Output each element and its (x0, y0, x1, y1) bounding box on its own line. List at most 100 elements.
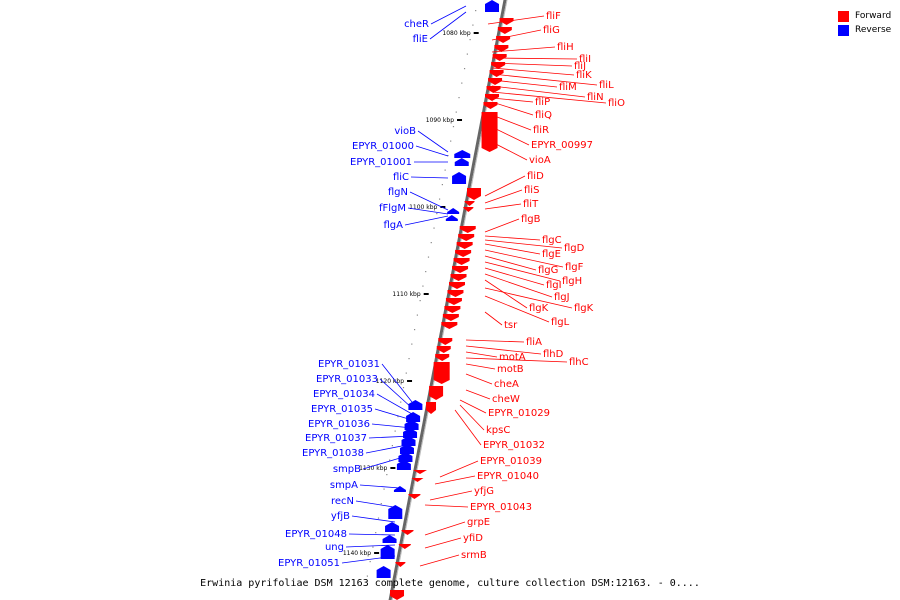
forward-gene[interactable] (488, 78, 503, 85)
forward-gene-label[interactable]: flgK (529, 303, 549, 314)
forward-gene-label[interactable]: EPYR_00997 (531, 140, 593, 151)
forward-gene[interactable] (395, 562, 406, 567)
forward-gene[interactable] (436, 346, 451, 353)
forward-gene-label[interactable]: grpE (467, 517, 490, 528)
forward-gene-label[interactable]: fliH (557, 42, 574, 53)
forward-gene[interactable] (450, 274, 467, 281)
forward-gene-label[interactable]: fliL (599, 80, 614, 91)
forward-gene-label[interactable]: motA (499, 352, 526, 363)
reverse-gene[interactable] (403, 428, 418, 438)
forward-gene-label[interactable]: fliS (524, 185, 539, 196)
forward-gene-label[interactable]: cheA (494, 379, 519, 390)
reverse-gene-label[interactable]: flgA (384, 220, 404, 231)
reverse-gene-label[interactable]: cheR (404, 19, 429, 30)
forward-gene[interactable] (489, 70, 504, 77)
forward-gene[interactable] (452, 266, 469, 273)
reverse-gene-label[interactable]: EPYR_01033 (316, 374, 378, 385)
reverse-gene[interactable] (399, 444, 414, 454)
reverse-gene-label[interactable]: EPYR_01031 (318, 359, 380, 370)
forward-gene-label[interactable]: flgL (551, 317, 570, 328)
reverse-gene[interactable] (452, 172, 467, 184)
forward-gene[interactable] (466, 188, 481, 200)
forward-gene[interactable] (497, 27, 512, 34)
forward-gene-label[interactable]: yfiD (463, 533, 483, 544)
reverse-gene[interactable] (401, 436, 416, 446)
forward-gene-label[interactable]: flgH (562, 276, 582, 287)
forward-gene-label[interactable]: vioA (529, 155, 551, 166)
reverse-gene[interactable] (398, 452, 413, 462)
reverse-gene-label[interactable]: fliC (393, 172, 409, 183)
forward-gene[interactable] (481, 112, 498, 152)
reverse-gene[interactable] (393, 486, 406, 492)
forward-gene[interactable] (484, 94, 499, 101)
forward-gene-label[interactable]: fliJ (574, 61, 586, 72)
reverse-gene-label[interactable]: vioB (394, 126, 416, 137)
forward-gene-label[interactable]: fliP (535, 97, 550, 108)
reverse-gene[interactable] (454, 150, 471, 158)
reverse-gene[interactable] (385, 522, 400, 532)
forward-gene-label[interactable]: flgI (546, 280, 562, 291)
forward-gene[interactable] (444, 306, 461, 313)
forward-gene[interactable] (453, 258, 470, 265)
forward-gene-label[interactable]: cheW (492, 394, 520, 405)
reverse-gene[interactable] (376, 566, 391, 578)
reverse-gene-label[interactable]: fFlgM (379, 203, 406, 214)
reverse-gene[interactable] (406, 412, 421, 422)
forward-gene[interactable] (496, 36, 511, 43)
reverse-gene-label[interactable]: EPYR_01037 (305, 433, 367, 444)
reverse-gene-label[interactable]: smpA (330, 480, 358, 491)
forward-gene-label[interactable]: flgB (521, 214, 541, 225)
forward-gene[interactable] (455, 250, 472, 257)
forward-gene[interactable] (411, 478, 424, 482)
reverse-gene-label[interactable]: smpB (333, 464, 361, 475)
forward-gene[interactable] (441, 322, 458, 329)
forward-gene-label[interactable]: fliK (576, 70, 592, 81)
reverse-gene-label[interactable]: EPYR_01038 (302, 448, 364, 459)
forward-gene-label[interactable]: EPYR_01032 (483, 440, 545, 451)
forward-gene-label[interactable]: flgC (542, 235, 562, 246)
forward-gene-label[interactable]: flgE (542, 249, 561, 260)
forward-gene[interactable] (433, 362, 450, 384)
forward-gene-label[interactable]: fliQ (535, 110, 552, 121)
forward-gene-label[interactable]: fliD (527, 171, 544, 182)
forward-gene-label[interactable]: flgF (565, 262, 584, 273)
forward-gene-label[interactable]: kpsC (486, 425, 510, 436)
forward-gene[interactable] (435, 354, 450, 361)
forward-gene[interactable] (408, 494, 421, 499)
forward-gene-label[interactable]: fliT (523, 199, 539, 210)
forward-gene[interactable] (398, 544, 411, 549)
forward-gene[interactable] (494, 45, 509, 52)
forward-gene-label[interactable]: EPYR_01039 (480, 456, 542, 467)
forward-gene-label[interactable]: fliF (546, 11, 561, 22)
forward-gene-label[interactable]: EPYR_01029 (488, 408, 550, 419)
forward-gene-label[interactable]: flhC (569, 357, 589, 368)
forward-gene-label[interactable]: fliG (543, 25, 560, 36)
reverse-gene-label[interactable]: EPYR_01001 (350, 157, 412, 168)
reverse-gene-label[interactable]: EPYR_01036 (308, 419, 370, 430)
forward-gene-label[interactable]: EPYR_01040 (477, 471, 539, 482)
forward-gene[interactable] (442, 314, 459, 321)
reverse-gene[interactable] (445, 215, 458, 221)
forward-gene[interactable] (456, 242, 473, 249)
reverse-gene[interactable] (382, 535, 397, 543)
forward-gene-label[interactable]: flhD (543, 349, 564, 360)
reverse-gene[interactable] (380, 545, 395, 559)
reverse-gene[interactable] (454, 158, 469, 166)
forward-gene-label[interactable]: flgD (564, 243, 585, 254)
forward-gene-label[interactable]: flgJ (554, 292, 570, 303)
forward-gene[interactable] (458, 234, 475, 241)
reverse-gene-label[interactable]: EPYR_01035 (311, 404, 373, 415)
forward-gene-label[interactable]: fliM (559, 82, 577, 93)
forward-gene-label[interactable]: tsr (504, 320, 518, 331)
forward-gene[interactable] (463, 207, 474, 212)
forward-gene[interactable] (483, 102, 498, 109)
reverse-gene[interactable] (447, 208, 460, 214)
legend-item-reverse[interactable]: Reverse (838, 23, 891, 37)
reverse-gene-label[interactable]: EPYR_01000 (352, 141, 414, 152)
forward-gene-label[interactable]: fliR (533, 125, 549, 136)
forward-gene-label[interactable]: flgK (574, 303, 594, 314)
reverse-gene-label[interactable]: yfjB (331, 511, 350, 522)
forward-gene-label[interactable]: motB (497, 364, 524, 375)
forward-gene-label[interactable]: flgG (538, 265, 558, 276)
forward-gene[interactable] (429, 386, 444, 400)
